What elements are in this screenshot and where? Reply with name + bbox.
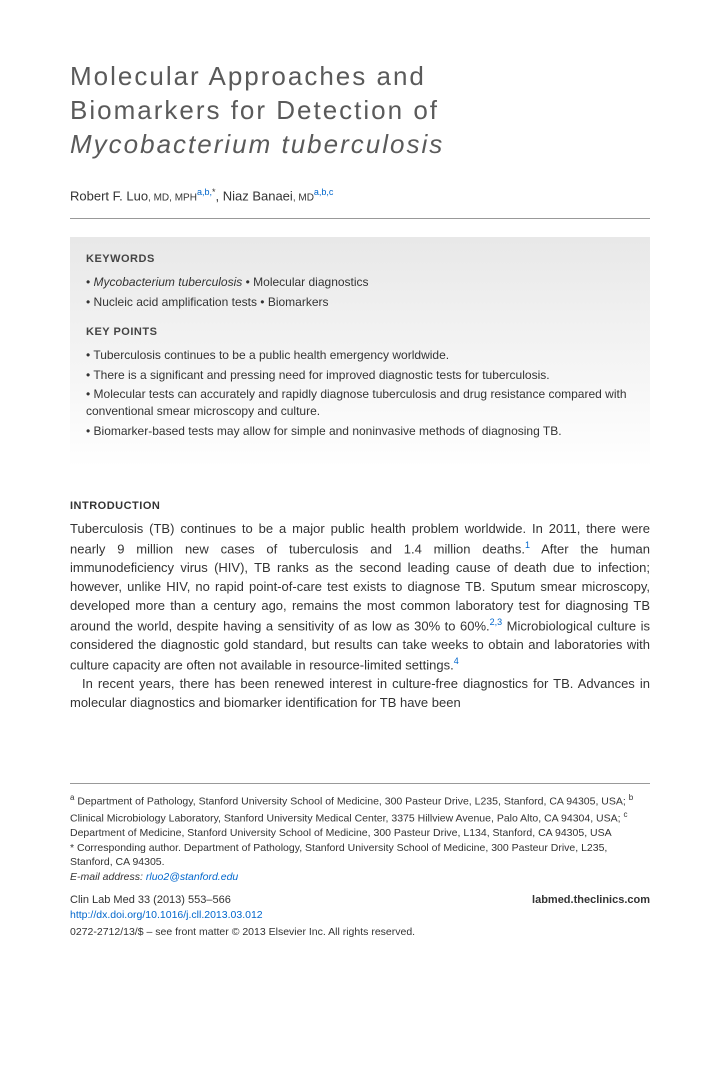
keypoints-heading: KEY POINTS	[86, 324, 634, 341]
aff-b-sup: b	[629, 793, 633, 802]
email-line: E-mail address: rluo2@stanford.edu	[70, 870, 650, 885]
intro-paragraph-2: In recent years, there has been renewed …	[70, 675, 650, 713]
reference-4-link[interactable]: 4	[454, 656, 459, 666]
title-line-2: Biomarkers for Detection of	[70, 95, 439, 125]
footer-block: a Department of Pathology, Stanford Univ…	[70, 783, 650, 940]
aff-b-text: Clinical Microbiology Laboratory, Stanfo…	[70, 812, 623, 824]
keywords-row-1: Mycobacterium tuberculosis • Molecular d…	[86, 274, 634, 291]
doi-line: http://dx.doi.org/10.1016/j.cll.2013.03.…	[70, 908, 650, 923]
title-line-3: Mycobacterium tuberculosis	[70, 129, 444, 159]
keypoint-1: Tuberculosis continues to be a public he…	[86, 347, 634, 364]
introduction-heading: INTRODUCTION	[70, 498, 650, 515]
journal-site[interactable]: labmed.theclinics.com	[532, 893, 650, 908]
email-label: E-mail address:	[70, 871, 146, 883]
keyword-4: Biomarkers	[268, 295, 329, 309]
keywords-list: Mycobacterium tuberculosis • Molecular d…	[86, 274, 634, 311]
keypoint-3: Molecular tests can accurately and rapid…	[86, 386, 634, 420]
author-2-degree: , MD	[293, 193, 314, 204]
author-1-name: Robert F. Luo	[70, 189, 148, 204]
author-separator: ,	[215, 189, 222, 204]
affiliations: a Department of Pathology, Stanford Univ…	[70, 792, 650, 841]
corresponding-author: * Corresponding author. Department of Pa…	[70, 841, 650, 870]
aff-c-sup: c	[623, 810, 627, 819]
copyright-line: 0272-2712/13/$ – see front matter © 2013…	[70, 925, 650, 940]
email-link[interactable]: rluo2@stanford.edu	[146, 871, 238, 883]
keypoints-list: Tuberculosis continues to be a public he…	[86, 347, 634, 440]
journal-line: Clin Lab Med 33 (2013) 553–566 labmed.th…	[70, 893, 650, 908]
keywords-keypoints-box: KEYWORDS Mycobacterium tuberculosis • Mo…	[70, 237, 650, 468]
author-1-degree: , MD, MPH	[148, 193, 197, 204]
journal-citation: Clin Lab Med 33 (2013) 553–566	[70, 893, 231, 908]
author-line: Robert F. Luo, MD, MPHa,b,*, Niaz Banaei…	[70, 186, 650, 219]
author-2-affiliation-sup[interactable]: a,b,c	[314, 187, 334, 197]
reference-2-3-link[interactable]: 2,3	[490, 617, 503, 627]
author-2-name: Niaz Banaei	[223, 189, 293, 204]
keyword-2: Molecular diagnostics	[253, 275, 368, 289]
aff-a-text: Department of Pathology, Stanford Univer…	[74, 795, 628, 807]
keypoint-4: Biomarker-based tests may allow for simp…	[86, 423, 634, 440]
keywords-row-2: Nucleic acid amplification tests • Bioma…	[86, 294, 634, 311]
keypoint-2: There is a significant and pressing need…	[86, 367, 634, 384]
author-1-affiliation-sup[interactable]: a,b,	[197, 187, 212, 197]
introduction-body: Tuberculosis (TB) continues to be a majo…	[70, 520, 650, 712]
intro-paragraph-1: Tuberculosis (TB) continues to be a majo…	[70, 520, 650, 675]
keyword-3: Nucleic acid amplification tests	[94, 295, 257, 309]
article-title: Molecular Approaches and Biomarkers for …	[70, 60, 650, 161]
keywords-heading: KEYWORDS	[86, 251, 634, 268]
title-line-1: Molecular Approaches and	[70, 61, 426, 91]
keyword-1: Mycobacterium tuberculosis	[94, 275, 243, 289]
aff-c-text: Department of Medicine, Stanford Univers…	[70, 827, 612, 839]
doi-link[interactable]: http://dx.doi.org/10.1016/j.cll.2013.03.…	[70, 909, 263, 921]
